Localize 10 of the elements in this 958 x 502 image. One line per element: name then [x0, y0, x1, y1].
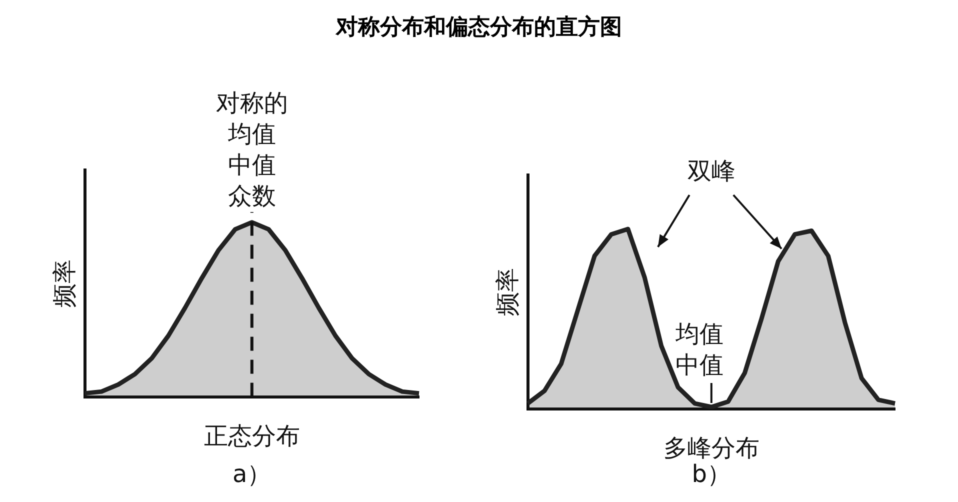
text: b） — [692, 460, 732, 488]
x-axis-title: 多峰分布 — [663, 434, 760, 462]
text: 双峰 — [687, 157, 736, 186]
text: 对称分布和偏态分布的直方图 — [334, 14, 623, 42]
y-axis-title: 频率 — [50, 259, 79, 308]
text: 对称的均值中值众数 — [216, 89, 288, 210]
text: a） — [232, 460, 272, 488]
annotation: 均值中值 — [674, 320, 724, 380]
x-axis-title: 正态分布 — [204, 422, 300, 450]
y-axis-title: 频率 — [494, 268, 522, 316]
